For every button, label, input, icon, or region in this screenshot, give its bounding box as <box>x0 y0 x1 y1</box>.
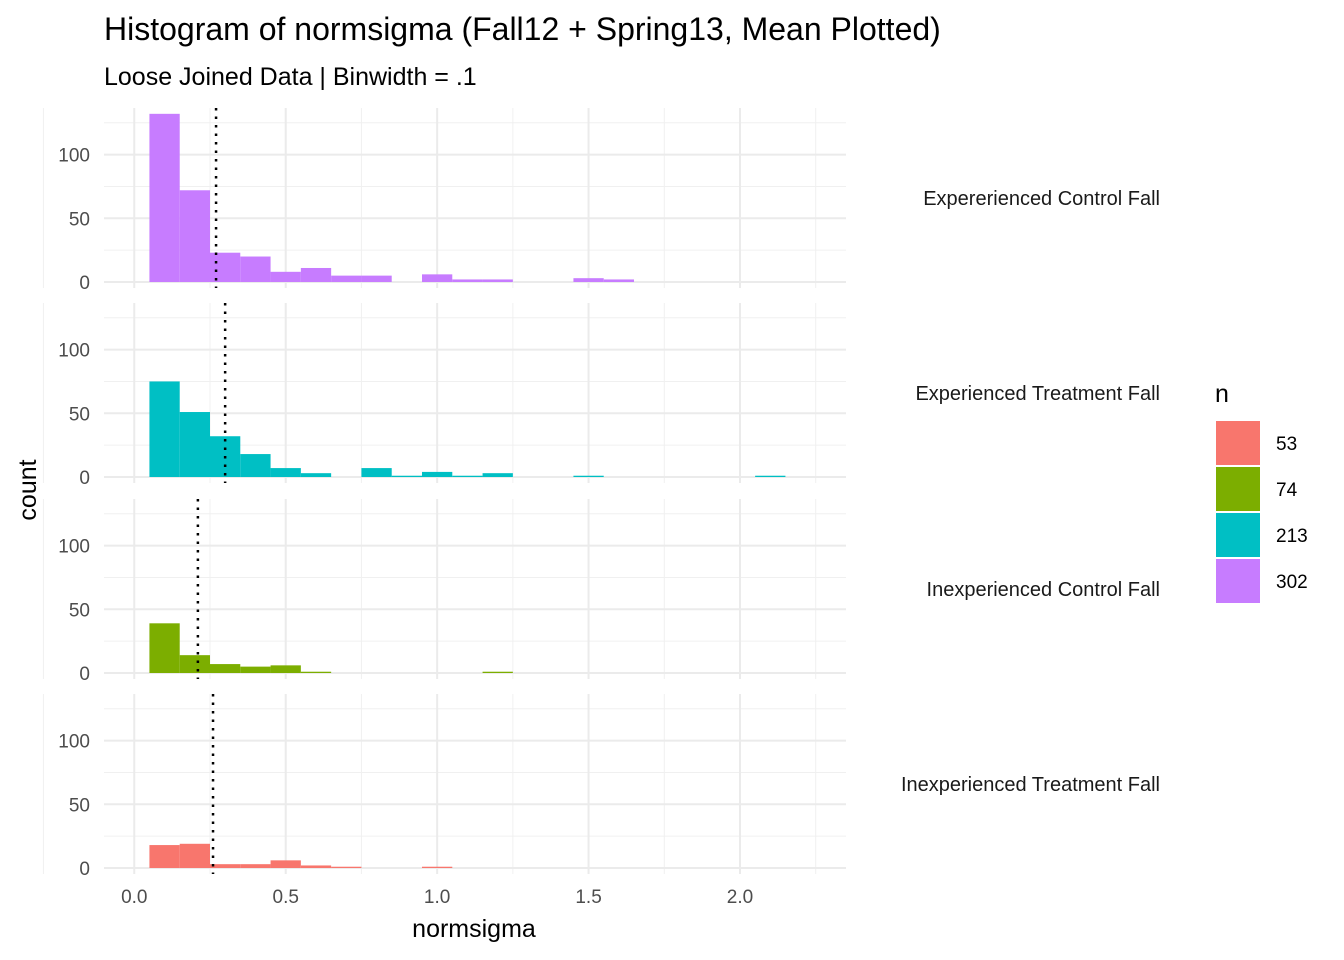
histogram-bar <box>270 468 301 477</box>
histogram-bar <box>422 866 453 868</box>
chart-subtitle: Loose Joined Data | Binwidth = .1 <box>104 63 477 91</box>
histogram-bar <box>755 475 786 477</box>
histogram-bar <box>210 864 241 868</box>
legend-label: 53 <box>1276 434 1297 455</box>
histogram-bar <box>482 671 513 673</box>
facet-panel: 0 50 100 Inexperienced Control Fall <box>42 499 1160 685</box>
histogram-bar <box>482 473 513 477</box>
histogram-bar <box>240 666 271 673</box>
y-tick-label: 0 <box>79 859 90 880</box>
histogram-bar <box>240 864 271 868</box>
y-tick-label: 100 <box>58 146 90 167</box>
histogram-bar <box>331 275 362 282</box>
histogram-bar <box>300 671 332 673</box>
histogram-bar <box>603 279 634 282</box>
histogram-bar <box>210 252 241 282</box>
histogram-bar <box>240 454 271 477</box>
y-tick-label: 0 <box>79 273 90 294</box>
legend: n 53 74 213 302 <box>1215 380 1308 603</box>
histogram-bar <box>179 655 210 673</box>
histogram-bar <box>422 274 453 282</box>
y-tick-label: 50 <box>69 795 90 816</box>
histogram-bar <box>300 473 332 477</box>
legend-label: 74 <box>1276 480 1298 501</box>
histogram-bar <box>240 256 271 282</box>
histogram-bar <box>270 665 301 673</box>
histogram-bar <box>149 845 180 868</box>
histogram-bar <box>331 866 362 868</box>
x-tick-label: 0.0 <box>121 887 147 908</box>
facet-strip-label: Experienced Treatment Fall <box>915 383 1160 405</box>
histogram-bar <box>452 279 483 282</box>
x-tick-label: 2.0 <box>727 887 753 908</box>
histogram-bar <box>573 475 604 477</box>
facet-panel: 0 50 100 Experienced Treatment Fall <box>42 303 1160 489</box>
facet-strip-label: Expererienced Control Fall <box>923 188 1160 210</box>
y-tick-label: 50 <box>69 209 90 230</box>
histogram-bar <box>482 279 513 282</box>
facet-panels: 0 50 100 Expererienced Control Fall 0 50 100 Ex… <box>42 108 1160 880</box>
legend-label: 213 <box>1276 526 1308 547</box>
chart-title: Histogram of normsigma (Fall12 + Spring1… <box>104 11 941 47</box>
legend-swatch <box>1216 513 1260 557</box>
histogram-bar <box>149 113 180 282</box>
histogram-bar <box>361 468 392 477</box>
histogram-bar <box>210 664 241 673</box>
x-axis-title: normsigma <box>412 915 536 943</box>
histogram-bar <box>149 623 180 673</box>
x-tick-label: 0.5 <box>273 887 299 908</box>
histogram-bar <box>179 843 210 868</box>
legend-swatch <box>1216 559 1260 603</box>
histogram-bar <box>391 475 422 477</box>
y-tick-label: 50 <box>69 600 90 621</box>
x-tick-label: 1.5 <box>575 887 601 908</box>
histogram-bar <box>270 860 301 868</box>
x-axis: 0.0 0.5 1.0 1.5 2.0 <box>121 887 753 908</box>
facet-strip-label: Inexperienced Control Fall <box>927 579 1160 601</box>
x-tick-label: 1.0 <box>424 887 450 908</box>
y-tick-label: 100 <box>58 537 90 558</box>
facet-panel: 0 50 100 Expererienced Control Fall <box>42 108 1160 294</box>
histogram-bar <box>179 190 210 282</box>
histogram-bar <box>270 271 301 282</box>
histogram-bar <box>422 471 453 477</box>
legend-label: 302 <box>1276 572 1308 593</box>
y-tick-label: 100 <box>58 732 90 753</box>
legend-swatch <box>1216 467 1260 511</box>
facet-panel: 0 50 100 Inexperienced Treatment Fall <box>42 694 1160 880</box>
y-tick-label: 0 <box>79 664 90 685</box>
histogram-bar <box>300 865 332 868</box>
legend-swatch <box>1216 421 1260 465</box>
y-tick-label: 100 <box>58 341 90 362</box>
histogram-bar <box>361 275 392 282</box>
histogram-bar <box>452 475 483 477</box>
histogram-bar <box>573 278 604 282</box>
y-axis-title: count <box>14 459 42 520</box>
y-tick-label: 0 <box>79 468 90 489</box>
facet-strip-label: Inexperienced Treatment Fall <box>901 774 1160 796</box>
y-tick-label: 50 <box>69 404 90 425</box>
legend-title: n <box>1215 380 1229 408</box>
histogram-bar <box>300 267 332 282</box>
histogram-bar <box>149 381 180 477</box>
histogram-bar <box>179 412 210 477</box>
